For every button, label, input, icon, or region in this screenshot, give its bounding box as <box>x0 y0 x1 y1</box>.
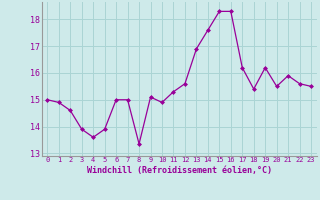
X-axis label: Windchill (Refroidissement éolien,°C): Windchill (Refroidissement éolien,°C) <box>87 166 272 175</box>
